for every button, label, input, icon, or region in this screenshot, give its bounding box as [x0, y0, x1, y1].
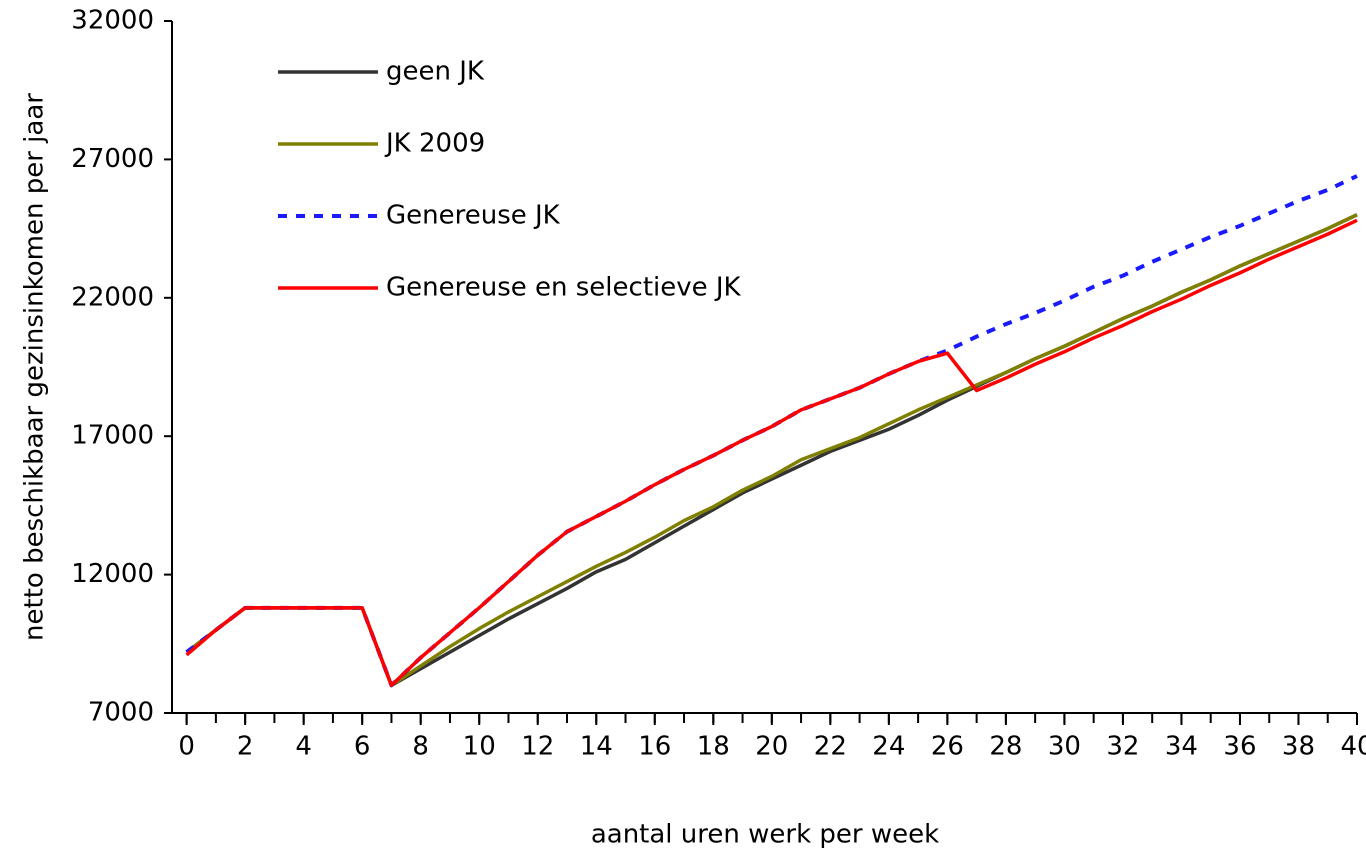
legend-label: JK 2009 [384, 129, 485, 159]
series-line [185, 213, 1358, 688]
y-tick-label: 17000 [71, 421, 154, 451]
y-axis-title: netto beschikbaar gezinsinkomen per jaar [20, 93, 50, 641]
x-tick-label: 40 [1340, 732, 1366, 762]
x-tick-label: 30 [1048, 732, 1081, 762]
x-tick-label: 2 [237, 732, 254, 762]
y-tick-label: 12000 [71, 559, 154, 589]
x-tick-label: 20 [755, 732, 788, 762]
x-tick-label: 4 [295, 732, 312, 762]
x-tick-label: 36 [1223, 732, 1256, 762]
x-tick-label: 28 [989, 732, 1022, 762]
y-tick-label: 22000 [71, 282, 154, 312]
x-tick-label: 24 [872, 732, 905, 762]
x-tick-label: 26 [931, 732, 964, 762]
x-tick-label: 38 [1282, 732, 1315, 762]
x-tick-label: 32 [1106, 732, 1139, 762]
series-line [185, 218, 1358, 688]
x-tick-label: 16 [638, 732, 671, 762]
legend-label: Genereuse en selectieve JK [386, 273, 742, 303]
series-line [185, 213, 1358, 688]
legend-label: Genereuse JK [386, 201, 561, 231]
x-tick-label: 0 [178, 732, 195, 762]
y-tick-label: 27000 [71, 144, 154, 174]
x-tick-label: 22 [814, 732, 847, 762]
x-tick-label: 6 [354, 732, 371, 762]
x-tick-label: 8 [412, 732, 429, 762]
x-axis-title: aantal uren werk per week [591, 820, 939, 850]
y-tick-label: 7000 [88, 698, 154, 728]
x-tick-label: 34 [1165, 732, 1198, 762]
x-tick-label: 12 [521, 732, 554, 762]
x-tick-label: 10 [463, 732, 496, 762]
x-tick-label: 14 [580, 732, 613, 762]
legend-label: geen JK [386, 57, 485, 87]
x-tick-label: 18 [697, 732, 730, 762]
y-tick-label: 32000 [71, 6, 154, 36]
